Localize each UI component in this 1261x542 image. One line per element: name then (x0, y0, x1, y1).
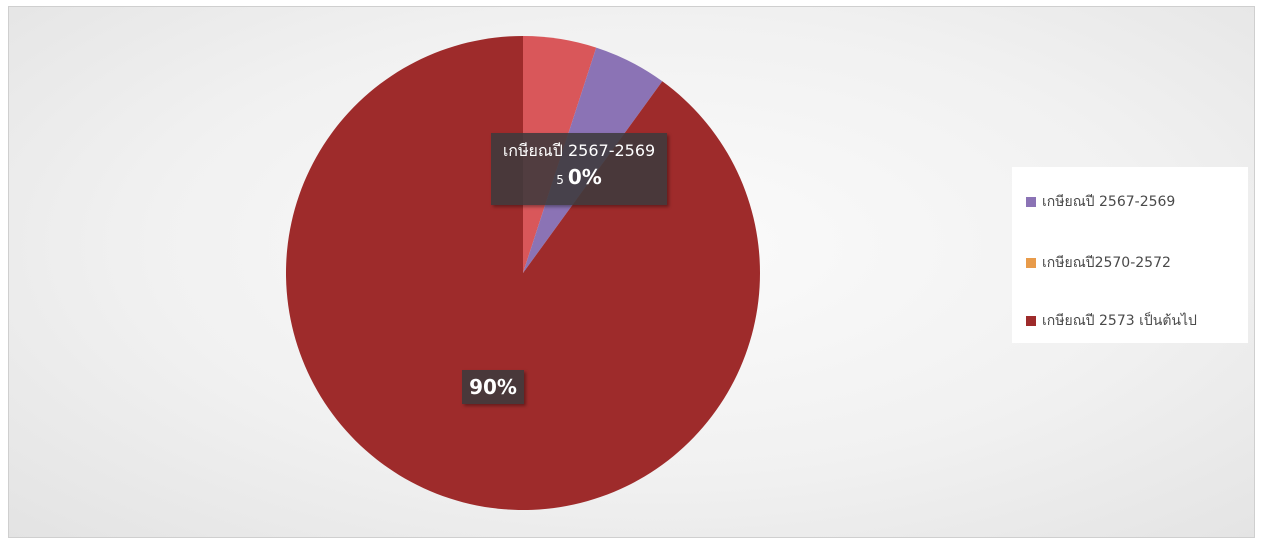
pie-slice[interactable] (285, 36, 760, 510)
data-label-prefix: 5 (556, 173, 564, 187)
chart-legend: เกษียณปี 2567-2569 เกษียณปี2570-2572 เกษ… (1012, 167, 1248, 343)
data-label-percent: 0% (567, 165, 602, 189)
chart-area: เกษียณปี 2567-2569 5 0% 90% เกษียณปี 2567… (8, 6, 1255, 538)
legend-swatch (1026, 316, 1036, 326)
data-label-large-slice: 90% (462, 370, 524, 404)
data-label-small-slices: เกษียณปี 2567-2569 5 0% (491, 133, 667, 205)
legend-label: เกษียณปี2570-2572 (1042, 255, 1171, 271)
legend-swatch (1026, 197, 1036, 207)
legend-item-2570-2572[interactable]: เกษียณปี2570-2572 (1026, 253, 1171, 273)
legend-label: เกษียณปี 2567-2569 (1042, 194, 1176, 210)
data-label-series-name: เกษียณปี 2567-2569 (502, 141, 656, 160)
legend-item-2567-2569[interactable]: เกษียณปี 2567-2569 (1026, 192, 1175, 212)
legend-swatch (1026, 258, 1036, 268)
legend-label: เกษียณปี 2573 เป็นต้นไป (1042, 313, 1197, 329)
legend-item-2573-onward[interactable]: เกษียณปี 2573 เป็นต้นไป (1026, 311, 1197, 331)
